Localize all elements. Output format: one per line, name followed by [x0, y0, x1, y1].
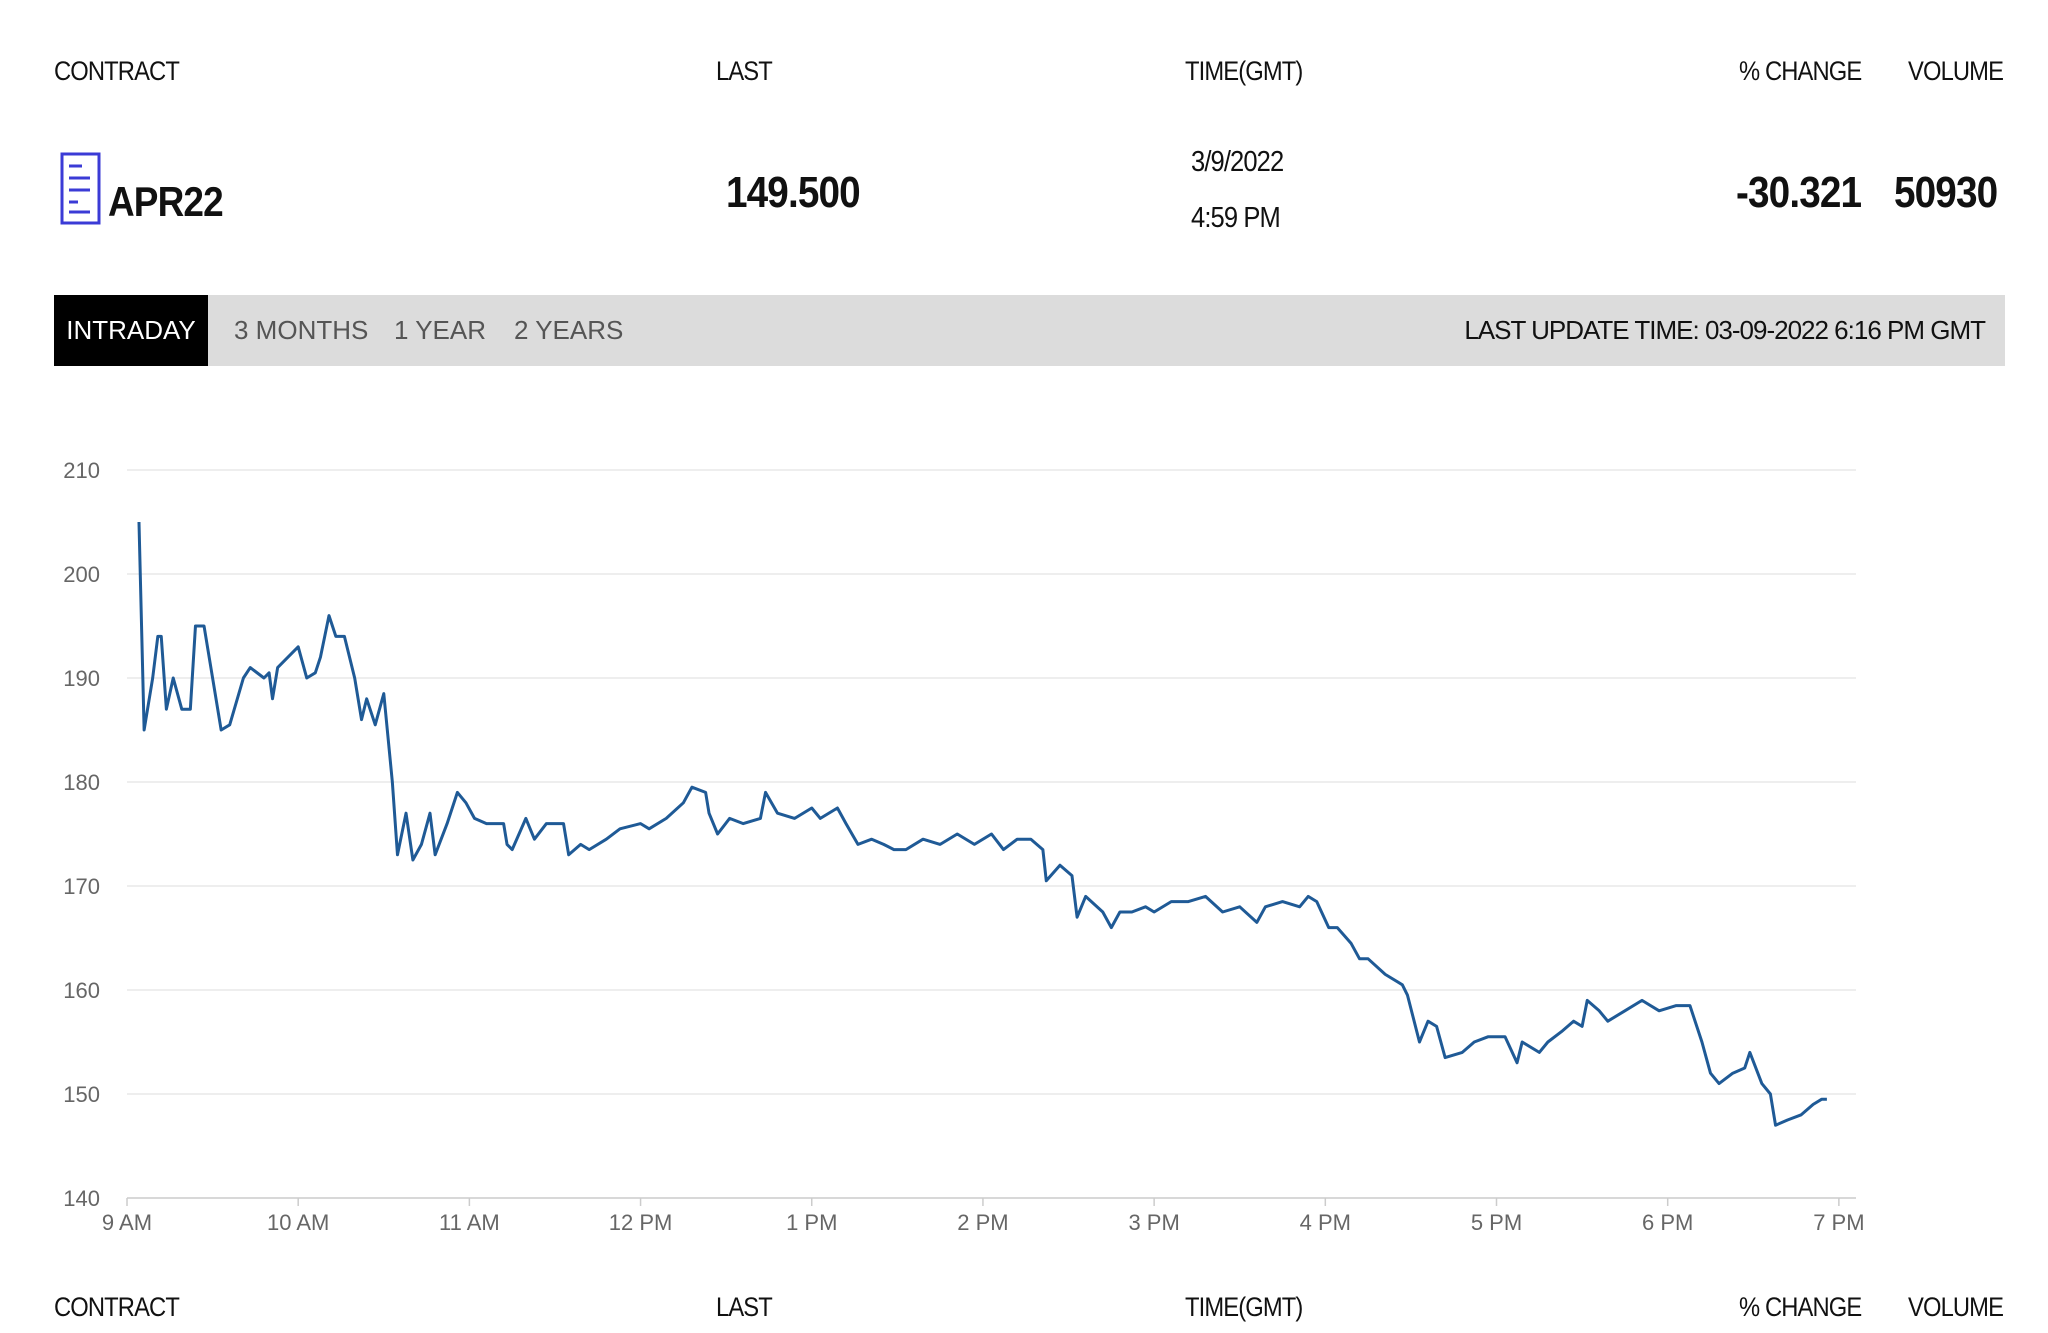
x-tick-label: 2 PM — [957, 1210, 1008, 1235]
x-tick-label: 5 PM — [1471, 1210, 1522, 1235]
y-tick-label: 210 — [63, 458, 100, 483]
column-header: % CHANGE — [1739, 56, 1862, 86]
y-tick-label: 190 — [63, 666, 100, 691]
tab-intraday[interactable]: INTRADAY — [54, 295, 208, 366]
contract-icon — [60, 152, 101, 225]
x-tick-label: 10 AM — [267, 1210, 329, 1235]
y-tick-label: 160 — [63, 978, 100, 1003]
price-line — [137, 521, 1827, 1127]
x-tick-label: 9 AM — [102, 1210, 152, 1235]
x-tick-label: 3 PM — [1128, 1210, 1179, 1235]
x-tick-label: 12 PM — [609, 1210, 673, 1235]
x-tick-label: 4 PM — [1300, 1210, 1351, 1235]
tab[interactable]: 3 MONTHS — [234, 315, 369, 345]
y-tick-label: 140 — [63, 1186, 100, 1211]
tab[interactable]: 1 YEAR — [394, 315, 487, 345]
column-header: LAST — [716, 1292, 773, 1322]
volume: 50930 — [1894, 168, 1998, 217]
column-header: VOLUME — [1908, 56, 2004, 86]
last-price: 149.500 — [726, 168, 861, 217]
trade-date: 3/9/2022 — [1191, 146, 1284, 178]
y-tick-label: 150 — [63, 1082, 100, 1107]
column-header: VOLUME — [1908, 1292, 2004, 1322]
trade-time: 4:59 PM — [1191, 202, 1281, 234]
column-header: CONTRACT — [54, 1292, 180, 1322]
last-update: LAST UPDATE TIME: 03-09-2022 6:16 PM GMT — [1464, 315, 1986, 345]
column-header: CONTRACT — [54, 56, 180, 86]
contract-name: APR22 — [108, 178, 224, 225]
tab-bar: INTRADAY 3 MONTHS 1 YEAR 2 YEARS LAST UP… — [54, 295, 2005, 366]
x-tick-label: 1 PM — [786, 1210, 837, 1235]
column-header: LAST — [716, 56, 773, 86]
x-tick-label: 7 PM — [1813, 1210, 1864, 1235]
y-tick-label: 170 — [63, 874, 100, 899]
percent-change: -30.321 — [1736, 168, 1862, 217]
y-tick-label: 200 — [63, 562, 100, 587]
column-header: TIME(GMT) — [1185, 56, 1303, 86]
x-tick-label: 11 AM — [439, 1210, 500, 1235]
column-header: % CHANGE — [1739, 1292, 1862, 1322]
x-tick-label: 6 PM — [1642, 1210, 1693, 1235]
y-tick-label: 180 — [63, 770, 100, 795]
column-header: TIME(GMT) — [1185, 1292, 1303, 1322]
tab[interactable]: 2 YEARS — [514, 315, 624, 345]
